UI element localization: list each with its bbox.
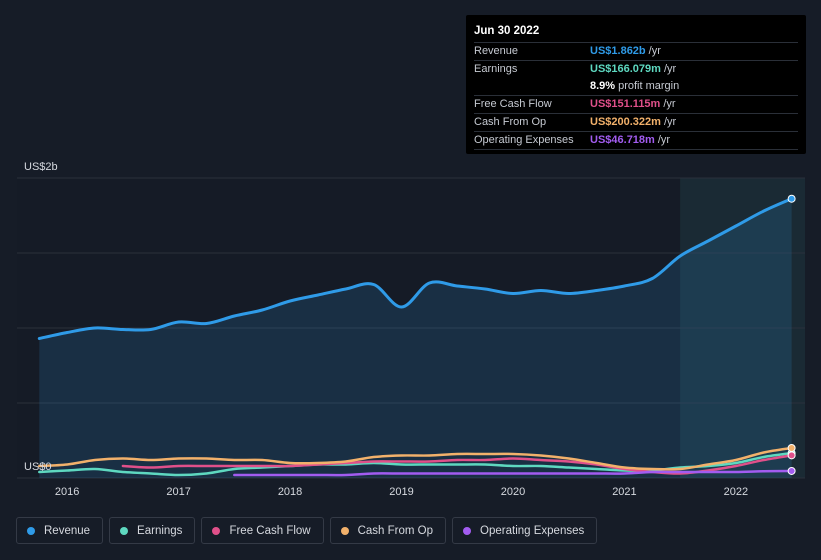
legend-label: Free Cash Flow: [229, 524, 311, 537]
series-line-4: [233, 469, 793, 477]
tooltip-unit: /yr: [663, 63, 677, 75]
legend-dot-icon: [212, 526, 221, 535]
tooltip-value: US$200.322m: [590, 116, 661, 128]
series-line-2: [121, 454, 793, 475]
tooltip-row-revenue: Revenue US$1.862b /yr: [474, 43, 798, 61]
tooltip-unit: profit margin: [618, 80, 680, 92]
tooltip-label: Cash From Op: [474, 116, 547, 128]
tooltip-date: Jun 30 2022: [474, 22, 798, 43]
tooltip-value: 8.9%: [590, 80, 616, 92]
tooltip-row-operating-expenses: Operating Expenses US$46.718m /yr: [474, 132, 798, 150]
series-end-marker-4: [787, 466, 796, 475]
tooltip-row-cash-from-op: Cash From Op US$200.322m /yr: [474, 114, 798, 132]
legend-dot-icon: [27, 526, 35, 535]
series-line-3: [38, 446, 793, 471]
tooltip-unit: /yr: [648, 45, 661, 57]
tooltip-label: Earnings: [474, 63, 518, 75]
tooltip-value: US$151.115m: [590, 98, 661, 110]
series-end-marker-3: [787, 444, 796, 452]
legend-item-earnings[interactable]: Earnings: [109, 517, 196, 544]
series-end-marker-2: [787, 451, 796, 460]
tooltip-label: Revenue: [474, 45, 519, 57]
legend-dot-icon: [120, 526, 129, 535]
x-axis-tick-label: 2022: [724, 486, 748, 498]
tooltip-value: US$166.079m: [590, 63, 661, 75]
series-line-0: [37, 197, 794, 340]
x-axis-tick-label: 2017: [166, 486, 190, 498]
x-axis-tick-label: 2019: [389, 486, 413, 498]
x-axis-tick-label: 2021: [612, 486, 636, 498]
legend-item-revenue[interactable]: Revenue: [16, 517, 104, 544]
tooltip-label: [474, 78, 590, 95]
legend-label: Operating Expenses: [480, 524, 585, 537]
tooltip-row-earnings: Earnings US$166.079m /yr: [474, 61, 798, 78]
tooltip-row-free-cash-flow: Free Cash Flow US$151.115m /yr: [474, 96, 798, 114]
tooltip-unit: /yr: [663, 98, 676, 110]
series-area-0: [39, 198, 792, 478]
legend-item-cash-from-op[interactable]: Cash From Op: [329, 517, 447, 544]
x-axis-tick-label: 2018: [278, 486, 302, 498]
y-axis-label-bottom: US$0: [24, 461, 52, 473]
x-axis-tick-label: 2016: [55, 486, 79, 498]
tooltip-label: Free Cash Flow: [474, 98, 552, 110]
legend-label: Earnings: [137, 524, 183, 537]
legend-label: Revenue: [44, 524, 91, 537]
tooltip-unit: /yr: [657, 134, 671, 146]
y-axis-label-top: US$2b: [24, 161, 58, 173]
legend-item-free-cash-flow[interactable]: Free Cash Flow: [201, 517, 324, 544]
tooltip-value: US$1.862b: [590, 45, 646, 57]
tooltip-value: US$46.718m: [590, 134, 655, 146]
chart-legend: Revenue Earnings Free Cash Flow Cash Fro…: [16, 517, 603, 546]
tooltip-unit: /yr: [663, 116, 677, 128]
tooltip-row-profit-margin: 8.9% profit margin: [474, 78, 798, 96]
series-end-marker-0: [787, 194, 796, 203]
legend-item-operating-expenses[interactable]: Operating Expenses: [452, 517, 598, 544]
legend-label: Cash From Op: [357, 524, 434, 537]
tooltip-label: Operating Expenses: [474, 134, 574, 146]
legend-dot-icon: [463, 526, 472, 535]
legend-dot-icon: [340, 526, 349, 535]
x-axis-tick-label: 2020: [501, 486, 525, 498]
data-tooltip: Jun 30 2022 Revenue US$1.862b /yr Earnin…: [466, 15, 806, 154]
